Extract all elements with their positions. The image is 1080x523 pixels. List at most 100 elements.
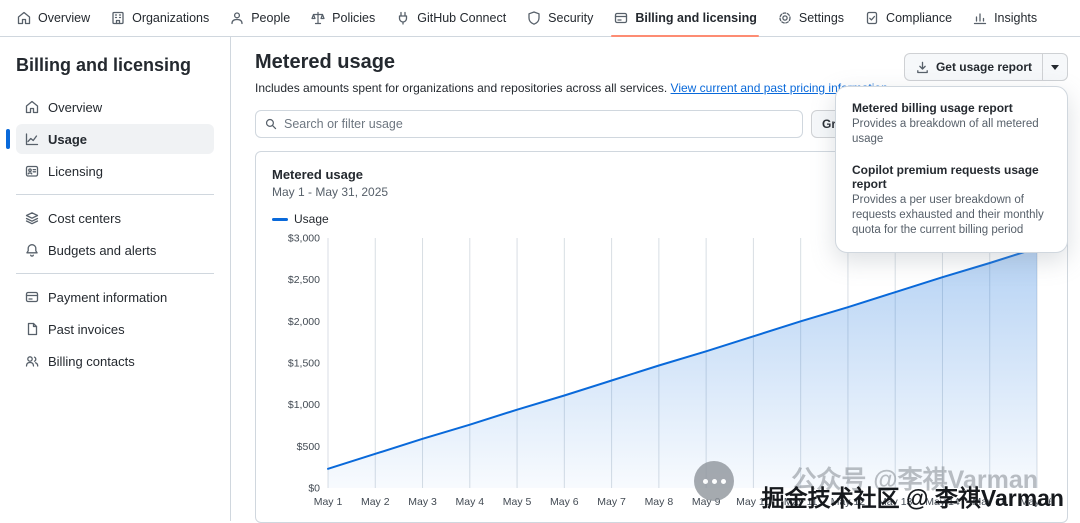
topnav-organizations[interactable]: Organizations xyxy=(100,0,219,36)
home-icon xyxy=(24,99,40,115)
topnav-label: GitHub Connect xyxy=(417,11,507,25)
sidebar-item-past-invoices[interactable]: Past invoices xyxy=(16,314,214,344)
sidebar-item-payment-information[interactable]: Payment information xyxy=(16,282,214,312)
topnav-insights[interactable]: Insights xyxy=(962,0,1047,36)
topnav-settings[interactable]: Settings xyxy=(767,0,854,36)
sidebar-item-label: Usage xyxy=(48,131,88,147)
svg-text:May 5: May 5 xyxy=(503,496,532,508)
svg-text:May 7: May 7 xyxy=(597,496,626,508)
sidebar-title: Billing and licensing xyxy=(16,55,192,75)
watermark-main: 掘金技术社区 @ 李祺Varman xyxy=(761,485,1064,511)
plug-icon xyxy=(395,10,411,26)
topnav-label: Security xyxy=(548,11,594,25)
usage-report-menu: Metered billing usage report Provides a … xyxy=(835,86,1068,253)
download-icon xyxy=(915,60,930,75)
sidebar-item-overview[interactable]: Overview xyxy=(16,92,214,122)
sidebar-item-usage[interactable]: Usage xyxy=(6,124,214,154)
topnav-label: Settings xyxy=(798,11,845,25)
topnav-policies[interactable]: Policies xyxy=(300,0,385,36)
usage-report-dropdown-button[interactable] xyxy=(1043,53,1068,81)
sidebar-item-budgets-and-alerts[interactable]: Budgets and alerts xyxy=(16,235,214,265)
get-usage-report-split-button: Get usage report xyxy=(903,53,1068,81)
gear-icon xyxy=(777,10,793,26)
bar-graph-icon xyxy=(972,10,988,26)
topnav-people[interactable]: People xyxy=(219,0,300,36)
bell-icon xyxy=(24,242,40,258)
chart-legend: Usage xyxy=(272,212,1051,226)
svg-text:May 3: May 3 xyxy=(408,496,437,508)
chart-title: Metered usage xyxy=(272,167,364,182)
sidebar-item-label: Past invoices xyxy=(48,321,125,337)
topnav-billing-and-licensing[interactable]: Billing and licensing xyxy=(603,0,767,37)
topnav-label: Compliance xyxy=(886,11,953,25)
topnav-security[interactable]: Security xyxy=(516,0,603,36)
menu-item-description: Provides a per user breakdown of request… xyxy=(852,193,1044,236)
topnav-label: Organizations xyxy=(132,11,210,25)
metered-usage-main: Metered usage Includes amounts spent for… xyxy=(231,37,1080,523)
sidebar-item-billing-contacts[interactable]: Billing contacts xyxy=(16,346,214,376)
svg-text:May 4: May 4 xyxy=(456,496,485,508)
menu-item-metered-billing-report[interactable]: Metered billing usage report Provides a … xyxy=(836,95,1067,153)
svg-text:$3,000: $3,000 xyxy=(288,233,320,245)
credit-card-icon xyxy=(24,289,40,305)
sidebar-item-label: Overview xyxy=(48,99,103,115)
get-usage-report-button[interactable]: Get usage report xyxy=(903,53,1043,81)
svg-text:May 1: May 1 xyxy=(314,496,343,508)
svg-text:May 12: May 12 xyxy=(831,496,866,508)
svg-text:May 16: May 16 xyxy=(1020,496,1051,508)
stack-icon xyxy=(24,210,40,226)
search-icon xyxy=(264,117,278,131)
billing-sidebar: Billing and licensing Overview Usage Lic… xyxy=(0,37,231,521)
svg-text:May 10: May 10 xyxy=(736,496,771,508)
file-icon xyxy=(24,321,40,337)
topnav-overview[interactable]: Overview xyxy=(6,0,100,36)
line-graph-icon xyxy=(24,131,40,147)
menu-item-title: Copilot premium requests usage report xyxy=(852,162,1039,191)
svg-text:May 15: May 15 xyxy=(973,496,1008,508)
get-usage-report-label: Get usage report xyxy=(935,60,1032,74)
search-filter-box xyxy=(255,110,803,138)
menu-item-description: Provides a breakdown of all metered usag… xyxy=(852,118,1039,145)
usage-line-chart: May 1 May 2 May 3 May 4 May 5 May 6 May 7 May 8… xyxy=(288,233,1051,509)
svg-text:$500: $500 xyxy=(297,441,321,453)
metered-usage-card: Metered usage May 1 - May 31, 2025 Usage… xyxy=(255,151,1068,523)
sidebar-item-label: Payment information xyxy=(48,289,168,305)
sidebar-item-licensing[interactable]: Licensing xyxy=(16,156,214,186)
pricing-information-link[interactable]: View current and past pricing informatio… xyxy=(670,81,888,95)
credit-card-icon xyxy=(613,10,629,26)
svg-text:$1,000: $1,000 xyxy=(288,399,320,411)
svg-text:$2,500: $2,500 xyxy=(288,274,320,286)
svg-text:May 8: May 8 xyxy=(645,496,674,508)
person-icon xyxy=(229,10,245,26)
svg-text:May 6: May 6 xyxy=(550,496,579,508)
svg-text:May 11: May 11 xyxy=(784,496,818,508)
search-input[interactable] xyxy=(284,117,794,131)
svg-text:$2,000: $2,000 xyxy=(288,316,320,328)
page-description: Includes amounts spent for organizations… xyxy=(255,81,891,95)
topnav-compliance[interactable]: Compliance xyxy=(854,0,962,36)
svg-text:May 14: May 14 xyxy=(925,496,960,508)
sidebar-item-label: Licensing xyxy=(48,163,103,179)
topnav-label: People xyxy=(251,11,291,25)
sidebar-divider xyxy=(16,273,214,274)
sidebar-item-cost-centers[interactable]: Cost centers xyxy=(16,203,214,233)
menu-item-copilot-premium-report[interactable]: Copilot premium requests usage report Pr… xyxy=(836,157,1067,244)
usage-series-label: Usage xyxy=(294,212,329,226)
sidebar-item-label: Budgets and alerts xyxy=(48,242,157,258)
enterprise-top-nav: Overview Organizations People Policies G… xyxy=(0,0,1080,37)
svg-text:$0: $0 xyxy=(308,483,320,495)
organization-icon xyxy=(110,10,126,26)
menu-item-title: Metered billing usage report xyxy=(852,101,1013,115)
shield-icon xyxy=(526,10,542,26)
topnav-label: Billing and licensing xyxy=(635,11,757,25)
page-title: Metered usage xyxy=(255,51,396,73)
topnav-github-connect[interactable]: GitHub Connect xyxy=(385,0,516,36)
sidebar-item-label: Billing contacts xyxy=(48,353,135,369)
home-icon xyxy=(16,10,32,26)
sidebar-divider xyxy=(16,194,214,195)
sidebar-item-label: Cost centers xyxy=(48,210,121,226)
law-icon xyxy=(310,10,326,26)
svg-text:May 2: May 2 xyxy=(361,496,390,508)
chat-bubble-icon xyxy=(694,461,734,501)
description-text: Includes amounts spent for organizations… xyxy=(255,81,671,95)
